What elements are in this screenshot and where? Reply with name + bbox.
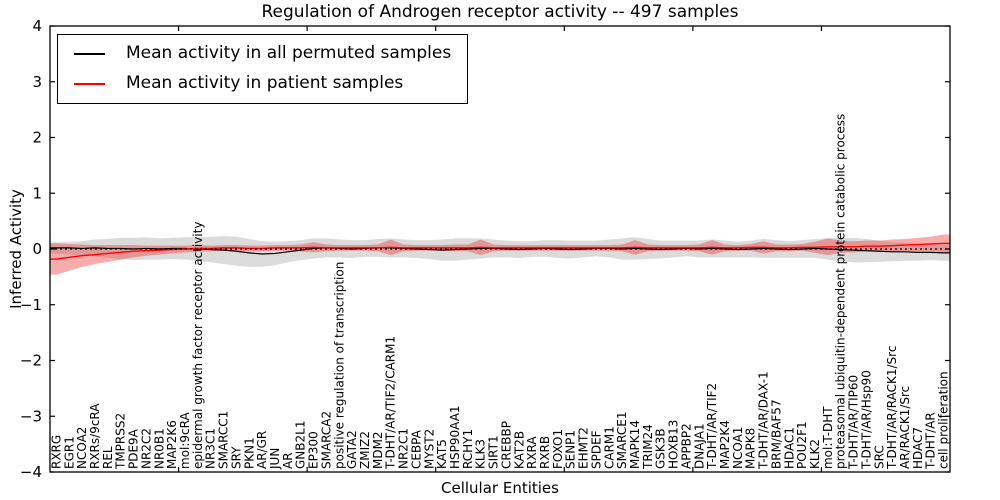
y-tick-label: 0 [32,240,42,258]
x-category-label: HOXB13 [667,420,681,469]
x-category-label: T-DHT/AR/RACK1/Src [885,346,899,470]
y-tick-label: −1 [20,296,42,314]
y-tick-label: 1 [32,184,42,202]
x-category-label: GSK3B [654,428,668,469]
x-category-label: ZMIZ2 [358,431,372,469]
x-category-label: SPDEF [589,430,603,469]
x-category-label: SIRT1 [487,435,501,469]
legend-entry-patient: Mean activity in patient samples [74,73,451,94]
x-category-label: NCOA2 [75,427,89,469]
permuted-std-band [50,236,950,267]
x-category-label: TRIM24 [641,424,655,470]
x-category-label: PDE9A [127,428,141,469]
x-category-label: KLK3 [474,439,488,469]
x-category-label: mol:T-DHT [821,406,835,469]
x-category-label: RXRs/9cRA [88,403,102,469]
x-category-label: MAPK8 [744,428,758,469]
x-category-label: cell proliferation [937,371,951,469]
legend-label-patient: Mean activity in patient samples [126,73,404,93]
x-category-label: AR/RACK1/Src [898,386,912,469]
x-category-label: MAP2K6 [165,420,179,469]
x-category-label: NR3C1 [204,428,218,469]
x-category-label: NR0B1 [152,428,166,469]
x-category-label: RXRG [49,435,63,469]
x-category-label: CEBPA [409,429,423,469]
x-category-label: RXRA [525,436,539,469]
x-category-label: CARM1 [602,426,616,469]
x-category-label: PKN1 [242,437,256,469]
x-category-label: JUN [268,448,282,470]
x-category-label: HDAC1 [782,427,796,469]
x-category-label: NR2C1 [397,428,411,469]
x-category-label: AR/GR [255,431,269,469]
patient-line-swatch-icon [74,82,105,85]
x-category-label: SENP1 [564,430,578,469]
x-category-label: GATA2 [345,430,359,469]
x-category-label: SMARCE1 [615,411,629,469]
x-category-label: proteasomal ubiquitin-dependent protein … [834,114,848,469]
x-axis-title: Cellular Entities [441,479,559,497]
x-category-label: positive regulation of transcription [332,262,346,469]
x-category-label: T-DHT/AR/Hsp90 [859,370,873,470]
y-tick-label: −3 [20,407,42,425]
x-category-label: EGR1 [62,436,76,469]
x-category-label: KAT2B [512,431,526,469]
x-category-label: EP300 [307,431,321,469]
x-category-label: SMARCC1 [217,411,231,469]
x-category-label: TMPRSS2 [114,413,128,470]
x-category-label: NR2C2 [139,428,153,469]
x-category-label: T-DHT/AR/TIF2/CARM1 [384,336,398,470]
x-category-label: MDM2 [371,431,385,469]
x-category-label: EHMT2 [577,427,591,469]
y-tick-label: 4 [32,17,42,35]
x-category-label: MAP2K4 [718,420,732,469]
y-tick-label: −4 [20,463,42,481]
x-category-label: T-DHT/AR [924,412,938,470]
x-category-label: GNB2L1 [294,421,308,469]
x-category-label: POU2F1 [795,421,809,469]
x-category-label: SRC [872,445,886,469]
patient-std-band [50,234,950,275]
y-tick-label: 3 [32,73,42,91]
x-category-label: T-DHT/AR/DAX-1 [757,371,771,470]
permuted-line-swatch-icon [74,52,105,55]
x-category-label: HDAC7 [911,427,925,469]
x-category-label: SMARCA2 [319,411,333,469]
x-category-label: KAT5 [435,439,449,469]
x-category-label: HSP90AA1 [448,405,462,469]
x-category-label: RXRB [538,436,552,469]
x-category-label: T-DHT/AR/TIF2 [705,383,719,470]
x-category-label: REL [101,446,115,469]
y-tick-label: 2 [32,129,42,147]
legend-entry-permuted: Mean activity in all permuted samples [74,43,451,64]
x-category-label: T-DHT/AR/TIP60 [847,375,861,470]
chart-title: Regulation of Androgen receptor activity… [261,2,739,22]
y-tick-label: −2 [20,352,42,370]
legend-label-permuted: Mean activity in all permuted samples [126,43,452,63]
x-category-label: BRM/BAF57 [769,399,783,469]
x-category-label: FOXO1 [551,429,565,469]
x-category-label: epidermal growth factor receptor activit… [191,222,205,469]
x-category-label: SRY [229,446,243,469]
x-category-label: mol:9cRA [178,412,192,469]
x-category-label: KLK2 [808,439,822,469]
x-category-label: MYST2 [422,429,436,469]
x-category-label: AR [281,452,295,469]
legend: Mean activity in all permuted samples Me… [57,34,469,104]
x-category-label: MAPK14 [628,420,642,469]
x-category-label: DNAJA1 [692,423,706,469]
x-category-label: APPBP2 [679,423,693,469]
x-category-label: NCOA1 [731,427,745,469]
x-category-label: RCHY1 [461,429,475,469]
x-category-label: CREBBP [499,421,513,469]
